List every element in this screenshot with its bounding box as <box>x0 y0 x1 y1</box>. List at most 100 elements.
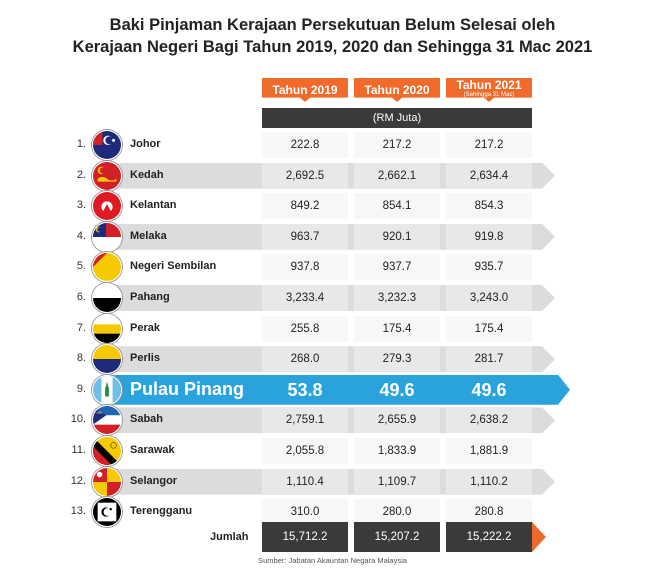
value-2020: 937.7 <box>354 254 440 281</box>
value-2021: 3,243.0 <box>446 285 532 311</box>
pulau-pinang-flag-icon <box>92 374 122 405</box>
row-number: 10. <box>70 413 86 426</box>
total-2019: 15,712.2 <box>262 522 348 552</box>
state-name: Negeri Sembilan <box>130 260 217 273</box>
value-2019: 268.0 <box>262 346 348 373</box>
value-2020: 2,655.9 <box>354 407 440 434</box>
table-row: 3. Kelantan 849.2 854.1 854.3 <box>0 191 665 222</box>
state-name: Perlis <box>130 352 160 365</box>
column-header-label: Tahun 2020 <box>364 83 430 97</box>
table-row: 13. Terengganu 310.0 280.0 280.8 <box>0 497 665 528</box>
value-2021: 854.3 <box>446 193 532 220</box>
value-2020: 3,232.3 <box>354 285 440 311</box>
value-2020: 279.3 <box>354 346 440 373</box>
value-2021: 935.7 <box>446 254 532 281</box>
value-2019: 310.0 <box>262 499 348 526</box>
value-2021: 281.7 <box>446 346 532 373</box>
perak-flag-icon <box>92 313 122 344</box>
state-name: Sabah <box>130 413 164 426</box>
value-2019: 849.2 <box>262 193 348 220</box>
value-2021: 217.2 <box>446 132 532 158</box>
value-2019: 2,692.5 <box>262 162 348 189</box>
melaka-flag-icon <box>92 221 122 252</box>
title-line-2: Kerajaan Negeri Bagi Tahun 2019, 2020 da… <box>72 38 593 56</box>
value-2020: 1,833.9 <box>354 438 440 464</box>
value-2019: 1,110.4 <box>262 468 348 495</box>
selangor-flag-icon <box>92 466 122 497</box>
row-number: 11. <box>71 444 86 456</box>
pahang-flag-icon <box>92 283 122 313</box>
value-2019: 2,055.8 <box>262 438 348 464</box>
row-number: 1. <box>76 138 86 150</box>
table-row: 4. Melaka 963.7 920.1 919.8 <box>0 221 665 252</box>
unit-label: (RM Juta) <box>262 108 532 128</box>
chart-title: Baki Pinjaman Kerajaan Persekutuan Belum… <box>0 14 665 58</box>
state-name: Kedah <box>130 168 164 181</box>
state-name: Sarawak <box>130 444 175 456</box>
value-2020: 175.4 <box>354 315 440 342</box>
table-row: 1. Johor 222.8 217.2 217.2 <box>0 130 665 160</box>
table-row: 10. Sabah 2,759.1 2,655.9 2,638.2 <box>0 405 665 436</box>
sabah-flag-icon <box>92 405 122 436</box>
source-note: Sumber: Jabatan Akauntan Negara Malaysia <box>258 556 407 565</box>
value-2020: 280.0 <box>354 499 440 526</box>
value-2020: 49.6 <box>379 379 415 400</box>
value-2019: 53.8 <box>287 379 323 400</box>
total-2020: 15,207.2 <box>354 522 440 552</box>
kedah-flag-icon <box>92 160 122 191</box>
state-name: Johor <box>130 138 161 150</box>
row-band <box>110 374 570 405</box>
terengganu-flag-icon <box>92 497 122 528</box>
row-number: 7. <box>76 321 86 334</box>
value-2021: 919.8 <box>446 223 532 250</box>
value-2019: 3,233.4 <box>262 285 348 311</box>
perlis-flag-icon <box>92 344 122 375</box>
state-name: Terengganu <box>130 505 193 518</box>
total-2021: 15,222.2 <box>446 522 532 552</box>
value-2021: 175.4 <box>446 315 532 342</box>
column-header-2021: Tahun 2021 (Sehingga 31 Mac) <box>446 78 532 102</box>
column-header-sublabel: (Sehingga 31 Mac) <box>463 92 515 98</box>
column-header-label: Tahun 2021 <box>456 78 522 92</box>
state-name: Melaka <box>130 229 167 242</box>
sarawak-flag-icon <box>92 436 122 466</box>
value-2021: 1,881.9 <box>446 438 532 464</box>
table-row: 9. Pulau Pinang 53.8 49.6 49.6 <box>0 374 665 405</box>
table-row: 11. Sarawak 2,055.8 1,833.9 1,881.9 <box>0 436 665 466</box>
state-name: Pulau Pinang <box>130 378 245 399</box>
row-number: 3. <box>76 199 86 212</box>
value-2021: 1,110.2 <box>446 468 532 495</box>
negeri-sembilan-flag-icon <box>92 252 122 283</box>
column-header-2020: Tahun 2020 <box>354 78 440 102</box>
value-2021: 2,634.4 <box>446 162 532 189</box>
kelantan-flag-icon <box>92 191 122 222</box>
value-2020: 2,662.1 <box>354 162 440 189</box>
column-header-2019: Tahun 2019 <box>262 78 348 102</box>
value-2019: 963.7 <box>262 223 348 250</box>
total-label: Jumlah <box>210 531 249 543</box>
state-name: Kelantan <box>130 199 177 212</box>
state-name: Selangor <box>130 474 178 487</box>
value-2019: 255.8 <box>262 315 348 342</box>
value-2021: 2,638.2 <box>446 407 532 434</box>
title-line-1: Baki Pinjaman Kerajaan Persekutuan Belum… <box>109 16 556 34</box>
value-2019: 937.8 <box>262 254 348 281</box>
row-number: 6. <box>76 291 86 303</box>
table-row: 6. Pahang 3,233.4 3,232.3 3,243.0 <box>0 283 665 313</box>
value-2021: 49.6 <box>471 379 507 400</box>
table-row: 2. Kedah 2,692.5 2,662.1 2,634.4 <box>0 160 665 191</box>
row-number: 13. <box>70 505 86 518</box>
value-2019: 222.8 <box>262 132 348 158</box>
table-row: 8. Perlis 268.0 279.3 281.7 <box>0 344 665 375</box>
value-2020: 217.2 <box>354 132 440 158</box>
state-name: Perak <box>130 321 160 334</box>
row-number: 9. <box>76 382 86 395</box>
value-2020: 854.1 <box>354 193 440 220</box>
state-name: Pahang <box>130 291 170 303</box>
value-2021: 280.8 <box>446 499 532 526</box>
column-header-label: Tahun 2019 <box>272 83 338 97</box>
johor-flag-icon <box>92 130 122 160</box>
table-row: 5. Negeri Sembilan 937.8 937.7 935.7 <box>0 252 665 283</box>
value-2020: 1,109.7 <box>354 468 440 495</box>
row-number: 8. <box>76 352 86 365</box>
